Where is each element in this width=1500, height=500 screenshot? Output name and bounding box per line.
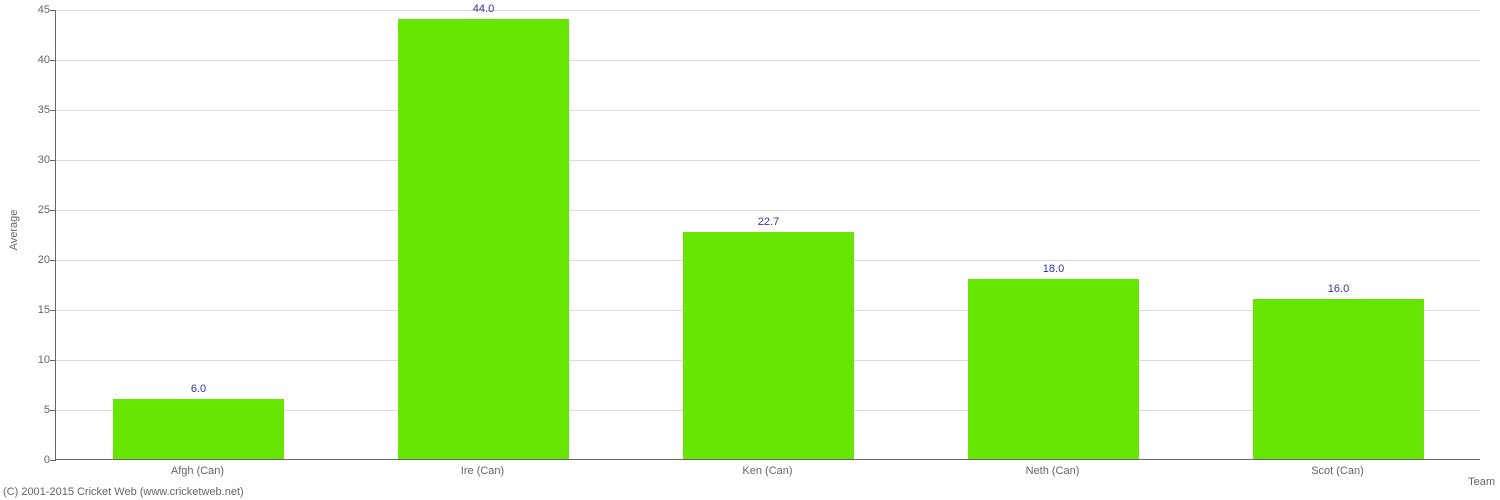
x-tick-label: Ire (Can) — [340, 465, 625, 477]
y-tick — [50, 110, 56, 111]
y-tick-label: 0 — [44, 454, 50, 466]
y-tick — [50, 360, 56, 361]
x-tick-label: Neth (Can) — [910, 465, 1195, 477]
bar: 16.0 — [1253, 299, 1424, 459]
y-tick-label: 5 — [44, 404, 50, 416]
y-axis-title: Average — [8, 210, 20, 251]
gridline — [56, 10, 1480, 11]
y-tick-label: 35 — [38, 104, 50, 116]
y-tick — [50, 410, 56, 411]
y-tick-label: 30 — [38, 154, 50, 166]
gridline — [56, 160, 1480, 161]
y-tick — [50, 10, 56, 11]
bar: 44.0 — [398, 19, 569, 459]
y-tick — [50, 310, 56, 311]
gridline — [56, 110, 1480, 111]
bar-value-label: 6.0 — [113, 383, 284, 395]
y-tick — [50, 60, 56, 61]
y-tick — [50, 210, 56, 211]
bar-value-label: 22.7 — [683, 216, 854, 228]
bar-value-label: 44.0 — [398, 3, 569, 15]
y-tick-label: 40 — [38, 54, 50, 66]
y-tick — [50, 460, 56, 461]
y-tick-label: 45 — [38, 4, 50, 16]
y-tick — [50, 260, 56, 261]
y-tick-label: 10 — [38, 354, 50, 366]
x-tick-label: Afgh (Can) — [55, 465, 340, 477]
y-tick-label: 20 — [38, 254, 50, 266]
x-axis-title: Team — [1468, 476, 1495, 488]
bar-value-label: 18.0 — [968, 263, 1139, 275]
bar: 18.0 — [968, 279, 1139, 459]
bar: 22.7 — [683, 232, 854, 459]
x-tick-label: Scot (Can) — [1195, 465, 1480, 477]
x-tick-label: Ken (Can) — [625, 465, 910, 477]
plot-area: 6.0 44.0 22.7 18.0 16.0 — [55, 10, 1480, 460]
y-tick-label: 25 — [38, 204, 50, 216]
gridline — [56, 210, 1480, 211]
bar-value-label: 16.0 — [1253, 283, 1424, 295]
chart-container: 6.0 44.0 22.7 18.0 16.0 Average Team (C) 200… — [0, 0, 1500, 500]
y-tick — [50, 160, 56, 161]
copyright-text: (C) 2001-2015 Cricket Web (www.cricketwe… — [3, 486, 244, 498]
gridline — [56, 60, 1480, 61]
y-tick-label: 15 — [38, 304, 50, 316]
bar: 6.0 — [113, 399, 284, 459]
